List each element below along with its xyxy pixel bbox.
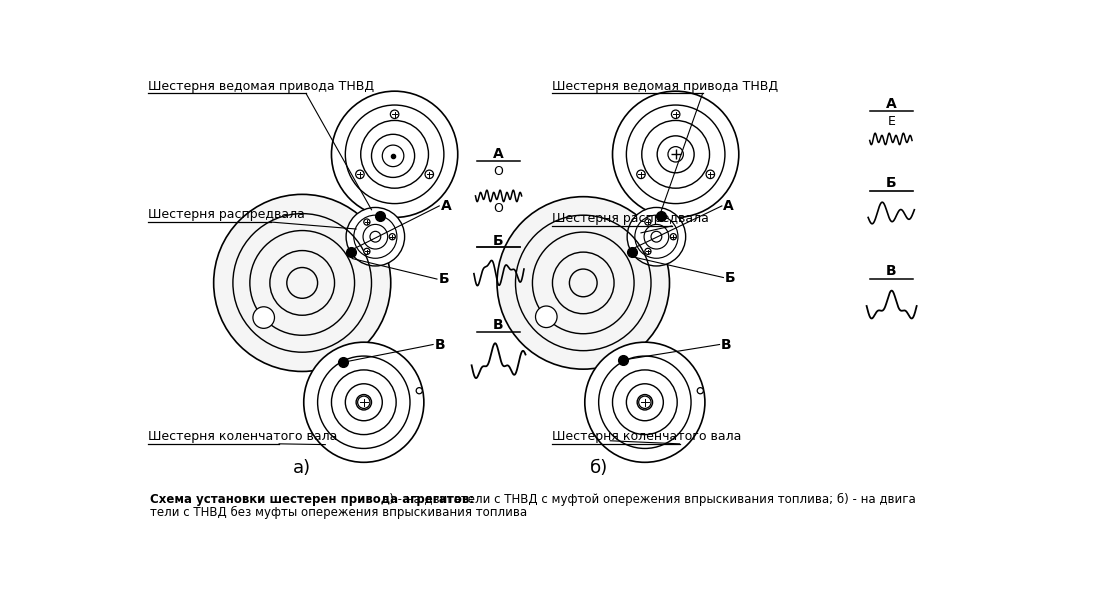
Circle shape — [389, 234, 396, 240]
Circle shape — [356, 170, 364, 178]
Circle shape — [706, 170, 714, 178]
Circle shape — [390, 110, 399, 119]
Circle shape — [214, 195, 391, 371]
Text: Б: Б — [886, 176, 897, 190]
Circle shape — [253, 307, 274, 329]
Circle shape — [645, 219, 651, 225]
Circle shape — [613, 91, 738, 218]
Circle shape — [627, 208, 685, 266]
Text: В: В — [434, 337, 445, 352]
Text: а) - на двигатели с ТНВД с муфтой опережения впрыскивания топлива; б) - на двига: а) - на двигатели с ТНВД с муфтой опереж… — [382, 493, 916, 506]
Circle shape — [645, 248, 651, 254]
Text: Шестерня распредвала: Шестерня распредвала — [148, 208, 305, 221]
Circle shape — [371, 134, 414, 177]
Text: В: В — [886, 264, 897, 278]
Text: б): б) — [590, 459, 608, 477]
Text: О: О — [494, 165, 504, 178]
Circle shape — [671, 110, 680, 119]
Circle shape — [364, 248, 370, 254]
Text: А: А — [886, 97, 897, 110]
Text: Б: Б — [494, 234, 504, 247]
Text: А: А — [723, 199, 734, 213]
Text: Шестерня распредвала: Шестерня распредвала — [552, 212, 710, 225]
Circle shape — [637, 170, 645, 178]
Circle shape — [332, 91, 457, 218]
Circle shape — [639, 396, 651, 409]
Circle shape — [698, 388, 703, 394]
Text: а): а) — [293, 459, 311, 477]
Text: Шестерня ведомая привода ТНВД: Шестерня ведомая привода ТНВД — [148, 79, 375, 93]
Text: Шестерня коленчатого вала: Шестерня коленчатого вала — [148, 430, 337, 443]
Circle shape — [346, 208, 404, 266]
Circle shape — [417, 388, 422, 394]
Text: О: О — [494, 202, 504, 215]
Text: Б: Б — [725, 270, 735, 285]
Text: Б: Б — [439, 272, 450, 286]
Circle shape — [358, 396, 370, 409]
Text: Е: Е — [887, 114, 895, 127]
Circle shape — [425, 170, 433, 178]
Text: Шестерня коленчатого вала: Шестерня коленчатого вала — [552, 430, 742, 443]
Text: Шестерня ведомая привода ТНВД: Шестерня ведомая привода ТНВД — [552, 79, 779, 93]
Text: А: А — [441, 199, 452, 213]
Circle shape — [585, 342, 705, 463]
Text: А: А — [494, 147, 504, 161]
Circle shape — [304, 342, 424, 463]
Text: тели с ТНВД без муфты опережения впрыскивания топлива: тели с ТНВД без муфты опережения впрыски… — [150, 505, 527, 518]
Text: Схема установки шестерен привода агрегатов:: Схема установки шестерен привода агрегат… — [150, 493, 474, 506]
Circle shape — [497, 197, 670, 369]
Text: В: В — [494, 318, 504, 332]
Text: В: В — [721, 337, 732, 352]
Circle shape — [364, 219, 370, 225]
Circle shape — [670, 234, 677, 240]
Circle shape — [668, 146, 683, 162]
Circle shape — [536, 306, 558, 327]
